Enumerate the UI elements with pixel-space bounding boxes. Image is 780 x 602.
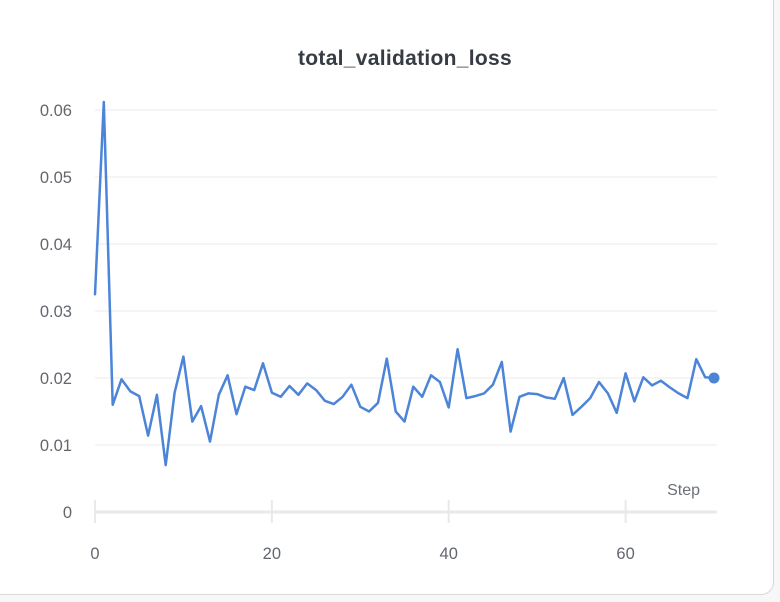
y-tick-label: 0.02 [40, 370, 72, 388]
latest-point-marker [708, 372, 720, 384]
y-tick-label: 0.04 [40, 236, 72, 254]
x-tick-label: 40 [440, 545, 458, 563]
x-tick-label: 60 [616, 545, 634, 563]
y-tick-label: 0.01 [40, 437, 72, 455]
x-axis-label: Step [667, 482, 700, 499]
y-tick-label: 0.06 [40, 102, 72, 120]
y-tick-label: 0 [63, 504, 72, 522]
y-tick-label: 0.05 [40, 169, 72, 187]
y-tick-label: 0.03 [40, 303, 72, 321]
x-tick-label: 20 [263, 545, 281, 563]
x-tick-label: 0 [90, 545, 99, 563]
loss-series-line [93, 100, 716, 467]
chart-title: total_validation_loss [297, 47, 513, 70]
